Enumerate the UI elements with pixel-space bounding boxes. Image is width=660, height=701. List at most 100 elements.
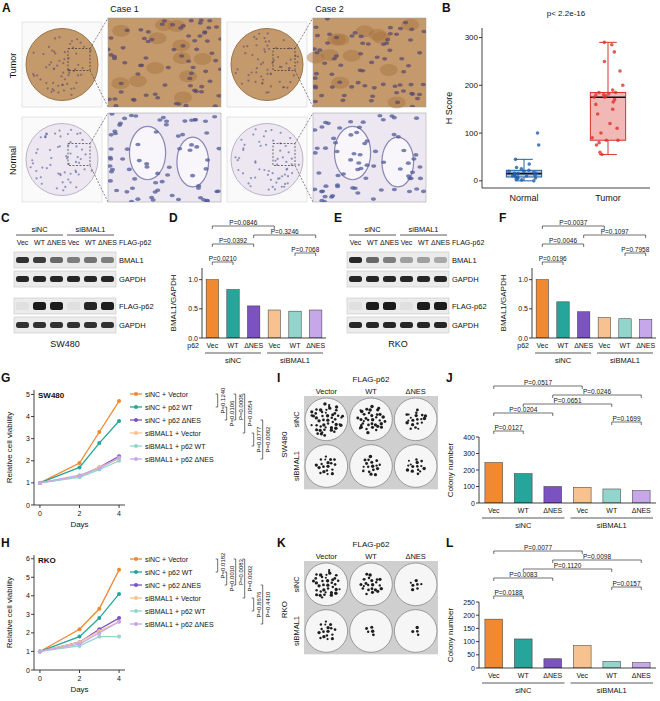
band xyxy=(33,257,46,263)
colony xyxy=(333,412,336,415)
core-nucleus xyxy=(251,54,253,56)
colony xyxy=(324,623,326,625)
core-nucleus xyxy=(270,179,272,181)
bar xyxy=(544,487,562,504)
nucleus xyxy=(155,96,160,100)
nucleus xyxy=(414,187,419,191)
nucleus xyxy=(417,93,422,97)
core-nucleus xyxy=(40,176,42,178)
nucleus xyxy=(317,48,322,52)
bars xyxy=(485,619,650,668)
nucleus xyxy=(109,147,114,151)
nucleus xyxy=(154,130,159,134)
panel-letter: J xyxy=(446,371,453,385)
line xyxy=(40,570,119,652)
colony xyxy=(328,572,331,575)
nucleus xyxy=(315,147,320,151)
colony xyxy=(325,591,327,593)
bracket xyxy=(234,394,236,420)
box xyxy=(590,92,625,140)
core-nucleus xyxy=(287,175,289,177)
header: FLAG-p62 xyxy=(353,540,390,549)
band xyxy=(33,322,46,328)
colony xyxy=(411,419,414,422)
core-nucleus xyxy=(262,79,264,81)
marker xyxy=(97,616,101,620)
nucleus xyxy=(331,137,336,141)
colony xyxy=(370,579,373,582)
colony xyxy=(325,455,327,457)
colony xyxy=(326,579,329,582)
bars xyxy=(206,280,322,338)
nucleus xyxy=(407,190,412,194)
y-tick xyxy=(31,460,34,461)
bracket xyxy=(542,262,563,265)
nucleus xyxy=(204,199,209,202)
row-label: Normal xyxy=(8,146,18,175)
nucleus xyxy=(395,101,400,105)
colony xyxy=(415,579,418,582)
nucleus xyxy=(313,47,317,51)
y-tick-label: 0.5 xyxy=(518,305,528,312)
point xyxy=(595,143,599,147)
nucleus xyxy=(356,81,361,85)
core-nucleus xyxy=(265,144,267,146)
legend-label: siBMAL1 + p62 WT xyxy=(145,608,206,616)
colony xyxy=(406,468,409,471)
y-tick xyxy=(476,628,479,629)
marker xyxy=(97,631,101,635)
colony xyxy=(415,412,417,414)
group-label: siBMAL1 xyxy=(75,225,105,234)
nucleus xyxy=(202,31,207,35)
core-nucleus xyxy=(69,181,71,183)
y-tick-label: 2 xyxy=(26,457,30,464)
band xyxy=(400,276,413,282)
bracket xyxy=(225,407,227,420)
nucleus xyxy=(207,79,212,83)
colony xyxy=(374,473,377,476)
x-tick-label: Vec xyxy=(206,342,218,349)
p-value: P=0.1240 xyxy=(220,387,226,414)
colony xyxy=(326,418,329,421)
legend-label: siNC + Vector xyxy=(145,391,189,398)
colony xyxy=(325,620,327,622)
core-nucleus xyxy=(258,33,260,35)
core-nucleus xyxy=(274,188,276,190)
bar xyxy=(227,290,239,338)
y-tick xyxy=(476,437,479,438)
y-tick-label: 0.0 xyxy=(188,335,198,342)
core-nucleus xyxy=(50,157,52,159)
marker xyxy=(97,441,101,445)
core-nucleus xyxy=(56,65,58,67)
x-tick-label: 4 xyxy=(117,510,121,517)
y-tick-label: 0 xyxy=(26,502,30,509)
colony xyxy=(417,428,419,430)
core-nucleus xyxy=(62,189,64,191)
point xyxy=(608,122,612,126)
colony xyxy=(321,415,323,417)
band xyxy=(383,276,396,282)
group-label: siNC xyxy=(515,686,532,695)
nucleus xyxy=(379,188,384,192)
nucleus xyxy=(313,151,318,155)
nucleus xyxy=(375,55,380,59)
nucleus xyxy=(192,39,197,43)
y-tick xyxy=(31,482,34,483)
marker xyxy=(117,592,121,596)
core-nucleus xyxy=(246,45,248,47)
core-nucleus xyxy=(285,145,287,147)
zoom-line xyxy=(90,71,108,108)
bracket xyxy=(234,559,236,585)
blot-strip xyxy=(14,252,116,268)
colony xyxy=(320,463,322,465)
core xyxy=(231,124,303,196)
colony xyxy=(320,590,322,592)
core-nucleus xyxy=(266,69,268,71)
core-nucleus xyxy=(79,132,81,134)
colony xyxy=(325,409,327,411)
core-nucleus xyxy=(256,67,258,69)
colony xyxy=(370,461,373,464)
colony xyxy=(341,415,344,418)
colony xyxy=(371,587,374,590)
core-nucleus xyxy=(59,145,61,147)
